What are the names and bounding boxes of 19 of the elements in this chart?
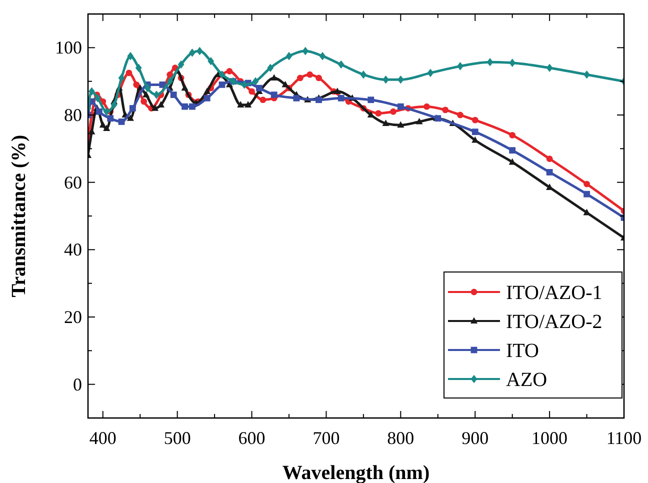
- x-tick-label: 800: [387, 428, 414, 448]
- y-tick-label: 80: [64, 105, 82, 125]
- x-tick-label: 500: [164, 428, 191, 448]
- x-tick-label: 1100: [606, 428, 642, 448]
- legend-label: AZO: [506, 369, 548, 391]
- y-tick-label: 60: [64, 172, 82, 192]
- x-tick-label: 900: [462, 428, 489, 448]
- y-tick-label: 0: [73, 374, 82, 394]
- x-tick-label: 700: [312, 428, 340, 448]
- y-tick-label: 20: [64, 307, 82, 327]
- legend-label: ITO: [506, 340, 539, 362]
- x-tick-label: 600: [238, 428, 266, 448]
- y-tick-label: 100: [55, 38, 82, 58]
- legend-label: ITO/AZO-2: [506, 311, 602, 333]
- y-tick-label: 40: [64, 240, 82, 260]
- x-tick-label: 1000: [532, 428, 568, 448]
- x-tick-label: 400: [89, 428, 116, 448]
- legend-label: ITO/AZO-1: [506, 282, 602, 304]
- y-axis-title: Transmittance (%): [8, 134, 30, 298]
